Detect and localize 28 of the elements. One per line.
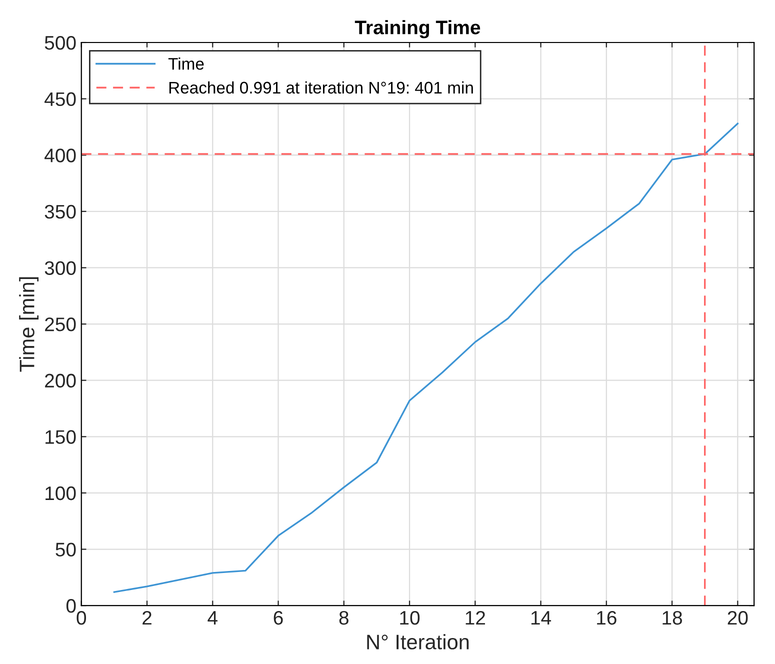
x-tick-label: 6 [274,610,283,625]
y-tick-label: 450 [44,92,76,106]
y-tick-label: 250 [45,318,76,332]
y-tick-label: 100 [46,486,76,500]
x-tick-label: 12 [466,610,485,625]
y-axis-title: Time [min] [19,277,39,372]
y-tick-label: 300 [44,261,76,275]
line-series [113,122,739,593]
x-tick-label: 10 [400,610,420,625]
y-tick-label: 350 [44,204,76,219]
x-tick-label: 4 [208,611,218,625]
x-axis-title: N° Iteration [367,634,469,650]
y-tick-label: 400 [44,148,76,162]
x-tick-label: 8 [339,610,348,625]
y-tick-label: 200 [45,374,76,388]
y-tick-label: 0 [66,599,76,613]
legend-label: Reached 0.991 at iteration N°19: 401 min [169,81,473,94]
chart-title: Training Time [354,20,480,38]
x-tick-label: 0 [76,610,86,625]
y-tick-label: 50 [56,542,76,556]
legend-label: Time [168,57,204,70]
x-tick-label: 16 [597,610,616,625]
x-tick-label: 20 [728,610,748,625]
y-tick-label: 150 [46,430,76,444]
x-tick-label: 14 [531,611,552,625]
y-tick-label: 500 [44,36,76,50]
x-tick-label: 18 [662,610,682,625]
x-tick-label: 2 [142,610,152,625]
